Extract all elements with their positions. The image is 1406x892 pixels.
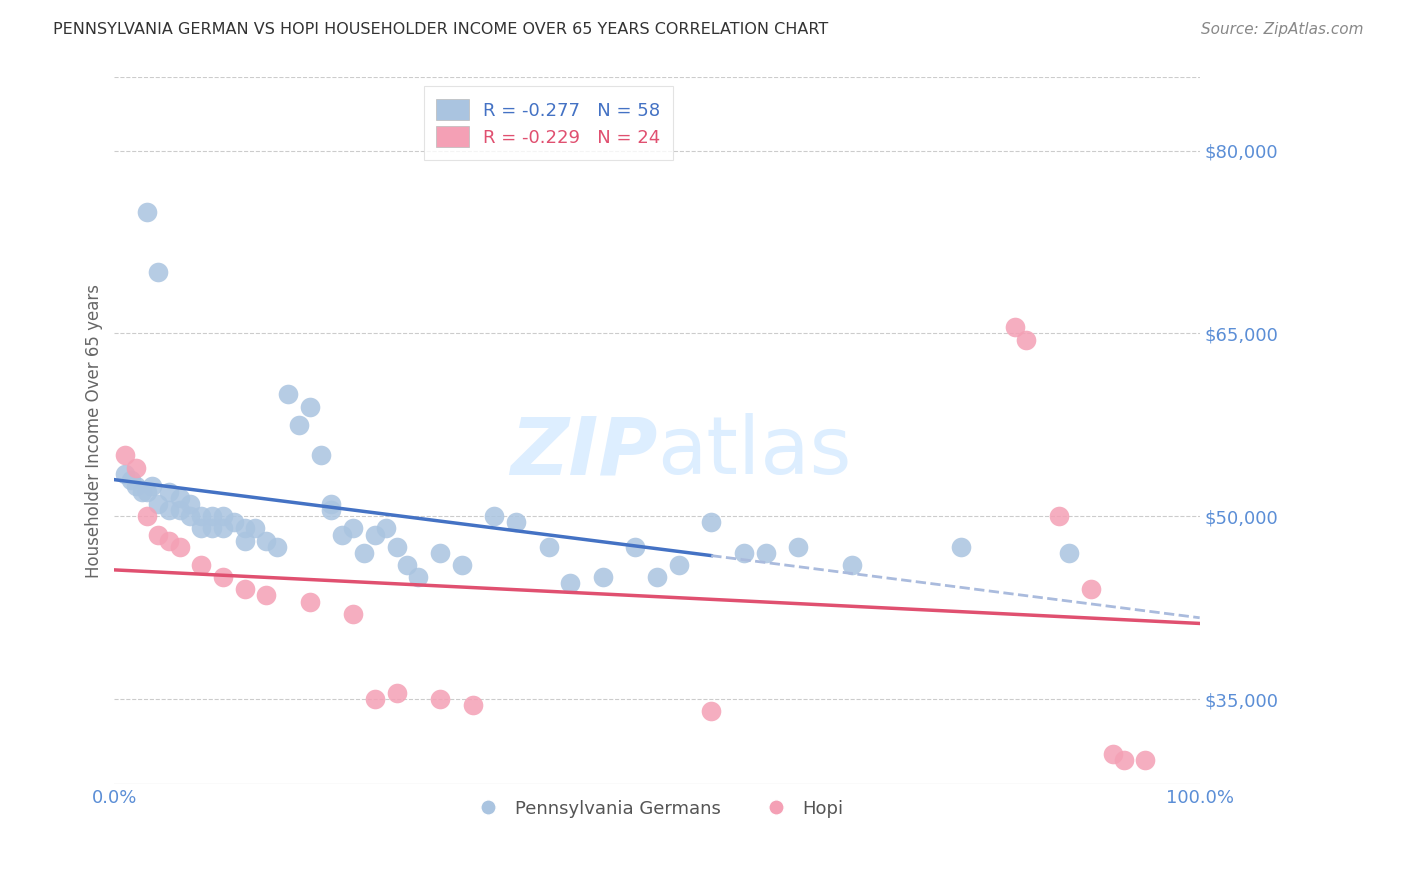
Point bbox=[321, 497, 343, 511]
Point bbox=[190, 558, 212, 572]
Point bbox=[179, 509, 201, 524]
Point bbox=[1047, 509, 1070, 524]
Point bbox=[754, 546, 776, 560]
Point bbox=[120, 473, 142, 487]
Point bbox=[700, 516, 723, 530]
Point bbox=[374, 521, 396, 535]
Point bbox=[787, 540, 810, 554]
Point bbox=[169, 491, 191, 505]
Point bbox=[131, 484, 153, 499]
Point bbox=[114, 467, 136, 481]
Point bbox=[385, 540, 408, 554]
Point bbox=[212, 570, 235, 584]
Point bbox=[1015, 333, 1038, 347]
Point bbox=[146, 265, 169, 279]
Point bbox=[277, 387, 299, 401]
Point bbox=[484, 509, 506, 524]
Point bbox=[309, 448, 332, 462]
Legend: Pennsylvania Germans, Hopi: Pennsylvania Germans, Hopi bbox=[463, 792, 851, 825]
Point bbox=[141, 479, 163, 493]
Point bbox=[841, 558, 863, 572]
Point bbox=[624, 540, 647, 554]
Point bbox=[146, 527, 169, 541]
Point bbox=[353, 546, 375, 560]
Point bbox=[429, 692, 451, 706]
Point bbox=[1004, 320, 1026, 334]
Point bbox=[537, 540, 560, 554]
Point bbox=[254, 589, 277, 603]
Point bbox=[288, 417, 311, 432]
Point bbox=[201, 509, 224, 524]
Point bbox=[233, 533, 256, 548]
Point bbox=[321, 503, 343, 517]
Text: atlas: atlas bbox=[657, 413, 852, 491]
Point bbox=[146, 497, 169, 511]
Point bbox=[157, 533, 180, 548]
Point bbox=[169, 540, 191, 554]
Point bbox=[298, 400, 321, 414]
Point bbox=[233, 582, 256, 597]
Point bbox=[949, 540, 972, 554]
Point bbox=[212, 509, 235, 524]
Point bbox=[505, 516, 527, 530]
Point bbox=[364, 692, 387, 706]
Point bbox=[157, 503, 180, 517]
Point bbox=[169, 503, 191, 517]
Point bbox=[668, 558, 690, 572]
Point bbox=[157, 484, 180, 499]
Point bbox=[254, 533, 277, 548]
Point bbox=[190, 521, 212, 535]
Point bbox=[1101, 747, 1123, 761]
Point bbox=[700, 704, 723, 718]
Point bbox=[342, 607, 364, 621]
Point bbox=[298, 594, 321, 608]
Point bbox=[330, 527, 353, 541]
Point bbox=[245, 521, 267, 535]
Point bbox=[212, 521, 235, 535]
Point bbox=[733, 546, 755, 560]
Point bbox=[136, 509, 159, 524]
Point bbox=[1112, 753, 1135, 767]
Point bbox=[1080, 582, 1102, 597]
Point bbox=[136, 204, 159, 219]
Text: Source: ZipAtlas.com: Source: ZipAtlas.com bbox=[1201, 22, 1364, 37]
Y-axis label: Householder Income Over 65 years: Householder Income Over 65 years bbox=[86, 284, 103, 578]
Point bbox=[125, 460, 148, 475]
Point bbox=[190, 509, 212, 524]
Point bbox=[233, 521, 256, 535]
Point bbox=[222, 516, 245, 530]
Point bbox=[136, 484, 159, 499]
Point bbox=[1135, 753, 1157, 767]
Point bbox=[364, 527, 387, 541]
Point bbox=[201, 521, 224, 535]
Point bbox=[592, 570, 614, 584]
Point bbox=[429, 546, 451, 560]
Point bbox=[266, 540, 288, 554]
Point bbox=[461, 698, 484, 713]
Point bbox=[396, 558, 419, 572]
Point bbox=[560, 576, 582, 591]
Point bbox=[645, 570, 668, 584]
Point bbox=[385, 686, 408, 700]
Point bbox=[406, 570, 429, 584]
Point bbox=[1059, 546, 1081, 560]
Point bbox=[179, 497, 201, 511]
Point bbox=[114, 448, 136, 462]
Point bbox=[342, 521, 364, 535]
Point bbox=[450, 558, 472, 572]
Text: ZIP: ZIP bbox=[509, 413, 657, 491]
Text: PENNSYLVANIA GERMAN VS HOPI HOUSEHOLDER INCOME OVER 65 YEARS CORRELATION CHART: PENNSYLVANIA GERMAN VS HOPI HOUSEHOLDER … bbox=[53, 22, 828, 37]
Point bbox=[125, 479, 148, 493]
